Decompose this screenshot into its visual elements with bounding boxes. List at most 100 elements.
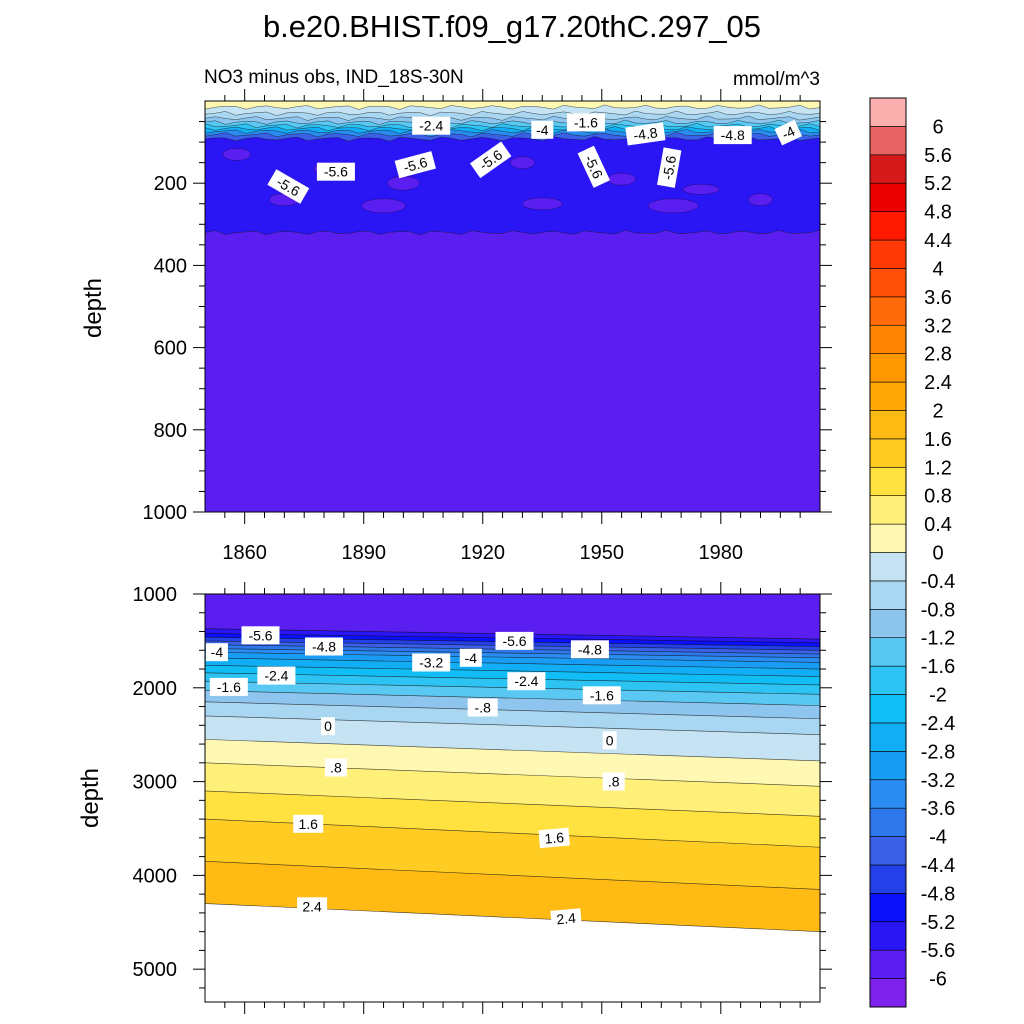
bottom-contour-band: [205, 790, 820, 848]
top-contour-line: [204, 110, 821, 116]
bottom-contour-label-bg: [321, 717, 335, 736]
colorbar-box: [869, 495, 907, 525]
colorbar-box: [869, 381, 907, 411]
top-contour-label-bg: [316, 162, 355, 181]
bottom-contour-line: [204, 664, 821, 677]
bottom-contour-label: -4.8: [305, 637, 343, 656]
bottom-contour-label-bg: [257, 666, 296, 685]
colorbar-box: [869, 836, 907, 866]
colorbar-tick-label: 0: [932, 543, 943, 565]
bottom-contour-label-bg: [602, 731, 617, 750]
top-contour-band: [205, 104, 820, 116]
colorbar-box: [869, 694, 907, 724]
colorbar-box: [869, 637, 907, 667]
bottom-contour-label: 0: [602, 731, 617, 750]
colorbar-tick-label: 1.6: [924, 429, 952, 451]
top-contour-label-bg: [267, 169, 310, 204]
bottom-contour-label-text: 1.6: [544, 829, 565, 847]
colorbar-box: [869, 580, 907, 610]
colorbar-tick-label: 5.6: [924, 145, 952, 167]
bottom-contour-label-bg: [550, 908, 582, 929]
colorbar-tick-label: 1.2: [924, 457, 952, 479]
bottom-contour-label-bg: [507, 672, 546, 691]
top-contour-label-bg: [394, 151, 436, 179]
colorbar-box: [869, 864, 907, 894]
bottom-contour-label-text: .8: [608, 774, 620, 790]
bottom-contour-line: [204, 861, 821, 890]
colorbar-box: [869, 751, 907, 781]
colorbar-tick-label: -2.4: [921, 713, 955, 735]
bottom-contour-label-bg: [241, 626, 280, 645]
bottom-contour-label: -.8: [467, 698, 498, 717]
bottom-contour-band: [205, 861, 820, 932]
top-contour-patch: [647, 198, 699, 214]
top-contour-label: -5.6: [394, 151, 436, 179]
colorbar-frame: [869, 97, 907, 1008]
bottom-contour-label-bg: [293, 814, 324, 833]
top-y-tick-label: 200: [154, 173, 187, 195]
colorbar-box: [869, 126, 907, 156]
colorbar-tick-label: -4.8: [921, 883, 955, 905]
colorbar-tick-label: -6: [929, 969, 947, 991]
top-contour-label: -4.8: [625, 122, 666, 146]
colorbar: -6 -5.6 -5.2 -4.8 -4.4 -4 -3.6 -3.2 -2.8 -2.4 -2 -1…: [869, 97, 955, 1008]
bottom-contour-label-text: -3.2: [419, 655, 443, 671]
bottom-contour-label-bg: [459, 648, 482, 667]
bottom-contour-label-bg: [209, 677, 248, 696]
bottom-contour-label-bg: [205, 643, 228, 662]
top-contour-band: [205, 132, 820, 142]
top-contour-label-bg: [531, 120, 554, 139]
top-contour-patch: [522, 197, 563, 210]
bottom-contour-label: -3.2: [412, 653, 451, 672]
bottom-contour-label-bg: [538, 827, 570, 849]
colorbar-tick-label: 0.8: [924, 486, 952, 508]
colorbar-tick-label: 3.6: [924, 287, 952, 309]
bottom-contour-band: [205, 690, 820, 719]
colorbar-box: [869, 97, 907, 127]
bottom-contour-band: [205, 652, 820, 670]
top-y-tick-label: 600: [154, 338, 187, 360]
bottom-contour-band: [205, 594, 820, 640]
colorbar-box: [869, 722, 907, 752]
top-contour-line: [204, 229, 821, 236]
bottom-contour-label-bg: [305, 637, 343, 656]
top-contour-label-bg: [713, 126, 752, 145]
colorbar-box: [869, 921, 907, 951]
bottom-contour-label: -4: [205, 643, 228, 662]
top-contour-label-bg: [657, 147, 682, 188]
top-contour-band: [205, 230, 820, 512]
top-contour-band: [205, 115, 820, 125]
left-string: NO3 minus obs, IND_18S-30N: [204, 67, 464, 88]
bottom-contour-band: [205, 657, 820, 677]
colorbar-box: [869, 438, 907, 468]
bottom-contour-label-text: -.8: [475, 700, 492, 716]
bottom-contour-label: -1.6: [582, 686, 621, 705]
bottom-contour-label-bg: [324, 758, 347, 777]
colorbar-tick-label: 0.4: [924, 514, 952, 536]
bottom-contour-label-text: 0: [606, 732, 614, 748]
bottom-contour-label: -1.6: [209, 677, 248, 696]
bottom-contour-band: [205, 819, 820, 890]
colorbar-box: [869, 609, 907, 639]
bottom-contour-band: [205, 681, 820, 706]
figure-title: b.e20.BHIST.f09_g17.20thC.297_05: [263, 9, 761, 44]
colorbar-tick-label: 4: [932, 258, 943, 280]
colorbar-box: [869, 154, 907, 184]
top-contour-patch: [607, 172, 636, 186]
top-x-tick-label: 1890: [341, 542, 386, 564]
bottom-contour-label-text: -4.8: [312, 639, 336, 655]
top-contour-label: -5.6: [316, 162, 355, 181]
colorbar-box: [869, 182, 907, 212]
top-contour-label-bg: [469, 141, 512, 179]
colorbar-tick-label: 5.2: [924, 173, 952, 195]
bottom-contour-band: [205, 644, 820, 658]
top-y-tick-label: 1000: [143, 502, 188, 524]
bottom-contour-label: .8: [602, 772, 625, 791]
top-contour-label: -4.8: [713, 126, 752, 145]
colorbar-tick-label: -2: [929, 685, 947, 707]
bottom-contour-label: 2.4: [550, 908, 582, 929]
bottom-contour-line: [204, 715, 821, 735]
top-y-axis-label: depth: [80, 278, 107, 338]
bottom-contour-band: [205, 701, 820, 735]
